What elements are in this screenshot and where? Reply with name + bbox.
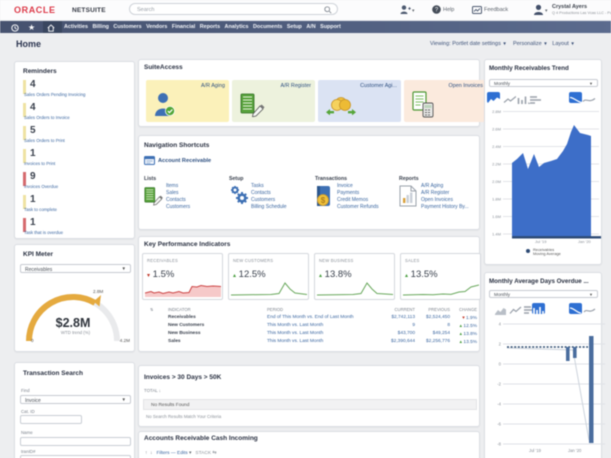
svg-text:4: 4 — [499, 322, 502, 327]
svg-text:2: 2 — [499, 342, 502, 347]
svg-text:-6: -6 — [497, 422, 501, 427]
svg-text:2.4M: 2.4M — [492, 144, 501, 149]
svg-text:2.8M: 2.8M — [492, 109, 501, 114]
svg-text:1.4M: 1.4M — [492, 232, 501, 237]
svg-text:-8: -8 — [497, 442, 501, 447]
svg-text:1.6M: 1.6M — [492, 214, 501, 219]
svg-text:2.0M: 2.0M — [492, 179, 501, 184]
svg-text:0: 0 — [499, 362, 502, 367]
svg-text:2.6M: 2.6M — [492, 127, 501, 132]
svg-text:-4: -4 — [497, 402, 501, 407]
svg-text:1.8M: 1.8M — [492, 197, 501, 202]
svg-text:-2: -2 — [497, 382, 501, 387]
svg-text:2.2M: 2.2M — [492, 162, 501, 167]
svg-text:$: $ — [321, 196, 326, 205]
svg-text:?: ? — [435, 8, 439, 14]
